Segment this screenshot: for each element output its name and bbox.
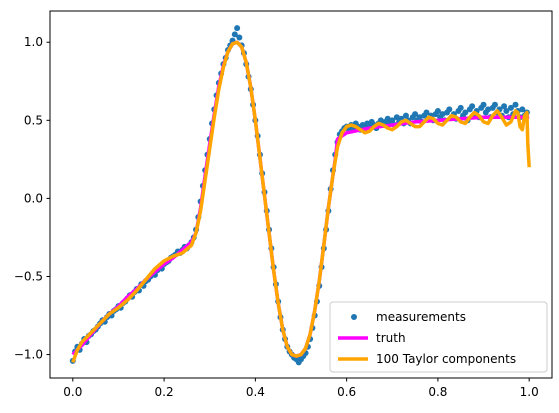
x-tick-label: 0.8 — [428, 385, 447, 399]
measurement-point-155 — [423, 109, 430, 116]
measurement-point-152 — [416, 114, 423, 121]
y-tick-label: 1.0 — [24, 35, 43, 49]
measurement-point-175 — [469, 103, 476, 110]
measurement-point-140 — [389, 117, 396, 124]
measurement-point-182 — [485, 106, 492, 113]
measurement-point-189 — [501, 103, 508, 110]
measurement-point-135 — [377, 117, 384, 124]
measurement-point-138 — [384, 115, 391, 122]
plot-area — [69, 25, 531, 366]
legend-label: 100 Taylor components — [376, 352, 516, 366]
x-tick-label: 0.6 — [337, 385, 356, 399]
x-tick-label: 0.0 — [63, 385, 82, 399]
measurement-point-170 — [457, 104, 464, 111]
series-line-100-taylor-components — [71, 40, 531, 363]
y-tick-label: −1.0 — [14, 348, 43, 362]
measurement-point-146 — [402, 112, 409, 119]
measurement-point-197 — [519, 106, 526, 113]
measurement-point-142 — [393, 114, 400, 121]
x-tick-label: 0.2 — [155, 385, 174, 399]
measurement-point-194 — [512, 101, 519, 108]
x-tick-label: 1.0 — [520, 385, 539, 399]
measurement-point-150 — [412, 111, 419, 118]
measurement-point-192 — [507, 104, 514, 111]
measurement-point-165 — [446, 106, 453, 113]
measurement-point-160 — [434, 107, 441, 114]
measurement-point-73 — [236, 34, 243, 41]
plot-frame — [49, 10, 553, 379]
y-tick-label: 0.0 — [24, 191, 43, 205]
measurement-point-185 — [491, 101, 498, 108]
legend-label: truth — [376, 331, 406, 345]
measurement-point-72 — [234, 25, 241, 32]
legend: measurements truth 100 Taylor components — [329, 301, 548, 373]
legend-label: measurements — [376, 310, 466, 324]
legend-box — [329, 301, 548, 373]
y-tick-label: 0.5 — [24, 113, 43, 127]
measurement-point-71 — [231, 31, 238, 38]
axes: 0.0 0.2 0.4 0.6 0.8 1.0 −1.0 −0.5 0.0 0.5 1.0 — [14, 35, 539, 399]
measurement-point-180 — [480, 101, 487, 108]
legend-marker-measurements — [351, 314, 357, 320]
measurement-point-190 — [503, 107, 510, 114]
measurement-point-172 — [462, 109, 469, 116]
y-tick-label: −0.5 — [14, 269, 43, 283]
x-tick-label: 0.4 — [246, 385, 265, 399]
measurement-point-162 — [439, 111, 446, 118]
